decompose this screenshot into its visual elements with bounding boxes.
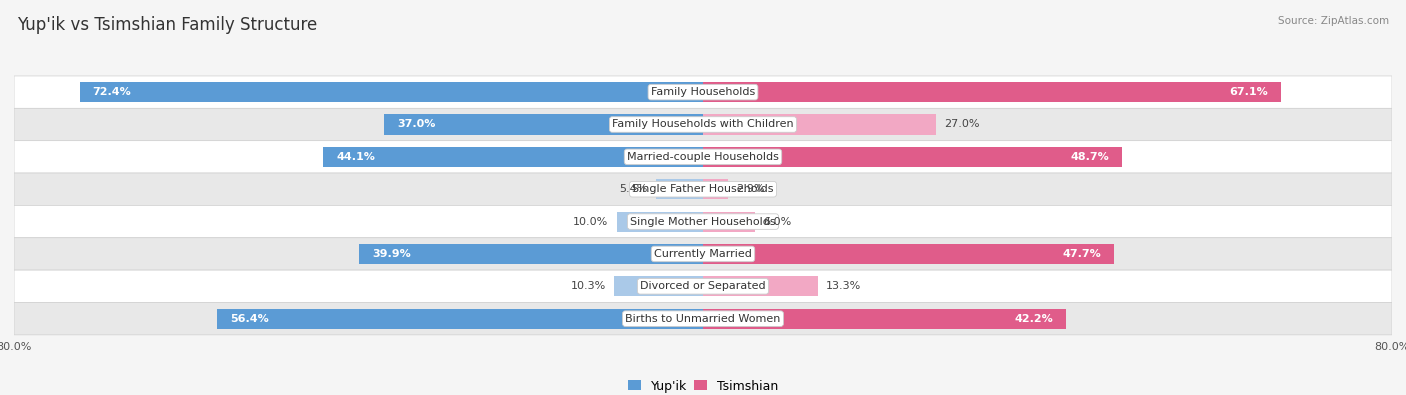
- Text: 37.0%: 37.0%: [398, 120, 436, 130]
- Text: 2.9%: 2.9%: [737, 184, 765, 194]
- Bar: [703, 276, 817, 296]
- Text: Family Households with Children: Family Households with Children: [612, 120, 794, 130]
- Bar: [80, 82, 703, 102]
- Bar: [360, 244, 703, 264]
- Text: 47.7%: 47.7%: [1062, 249, 1101, 259]
- Text: Single Father Households: Single Father Households: [633, 184, 773, 194]
- Text: 13.3%: 13.3%: [827, 281, 862, 291]
- Bar: [703, 179, 728, 199]
- Legend: Yup'ik, Tsimshian: Yup'ik, Tsimshian: [628, 380, 778, 393]
- Text: 42.2%: 42.2%: [1015, 314, 1053, 324]
- Text: Divorced or Separated: Divorced or Separated: [640, 281, 766, 291]
- Text: 72.4%: 72.4%: [93, 87, 131, 97]
- Bar: [617, 212, 703, 231]
- Bar: [703, 82, 1281, 102]
- Text: 48.7%: 48.7%: [1071, 152, 1109, 162]
- Text: 44.1%: 44.1%: [336, 152, 375, 162]
- FancyBboxPatch shape: [14, 173, 1392, 205]
- Bar: [384, 115, 703, 135]
- Bar: [657, 179, 703, 199]
- Bar: [703, 147, 1122, 167]
- FancyBboxPatch shape: [14, 303, 1392, 335]
- Text: Source: ZipAtlas.com: Source: ZipAtlas.com: [1278, 16, 1389, 26]
- Bar: [703, 115, 935, 135]
- Text: 10.0%: 10.0%: [574, 216, 609, 227]
- FancyBboxPatch shape: [14, 270, 1392, 303]
- Bar: [703, 212, 755, 231]
- FancyBboxPatch shape: [14, 108, 1392, 141]
- Text: 5.4%: 5.4%: [620, 184, 648, 194]
- Text: Births to Unmarried Women: Births to Unmarried Women: [626, 314, 780, 324]
- Bar: [614, 276, 703, 296]
- Bar: [703, 308, 1066, 329]
- Bar: [218, 308, 703, 329]
- Text: Currently Married: Currently Married: [654, 249, 752, 259]
- Bar: [323, 147, 703, 167]
- Text: 27.0%: 27.0%: [945, 120, 980, 130]
- Text: Family Households: Family Households: [651, 87, 755, 97]
- FancyBboxPatch shape: [14, 76, 1392, 108]
- FancyBboxPatch shape: [14, 238, 1392, 270]
- Text: Single Mother Households: Single Mother Households: [630, 216, 776, 227]
- Text: Married-couple Households: Married-couple Households: [627, 152, 779, 162]
- Text: 67.1%: 67.1%: [1229, 87, 1268, 97]
- Text: Yup'ik vs Tsimshian Family Structure: Yup'ik vs Tsimshian Family Structure: [17, 16, 318, 34]
- FancyBboxPatch shape: [14, 141, 1392, 173]
- Text: 6.0%: 6.0%: [763, 216, 792, 227]
- Bar: [703, 244, 1114, 264]
- Text: 56.4%: 56.4%: [231, 314, 269, 324]
- FancyBboxPatch shape: [14, 205, 1392, 238]
- Text: 39.9%: 39.9%: [373, 249, 411, 259]
- Text: 10.3%: 10.3%: [571, 281, 606, 291]
